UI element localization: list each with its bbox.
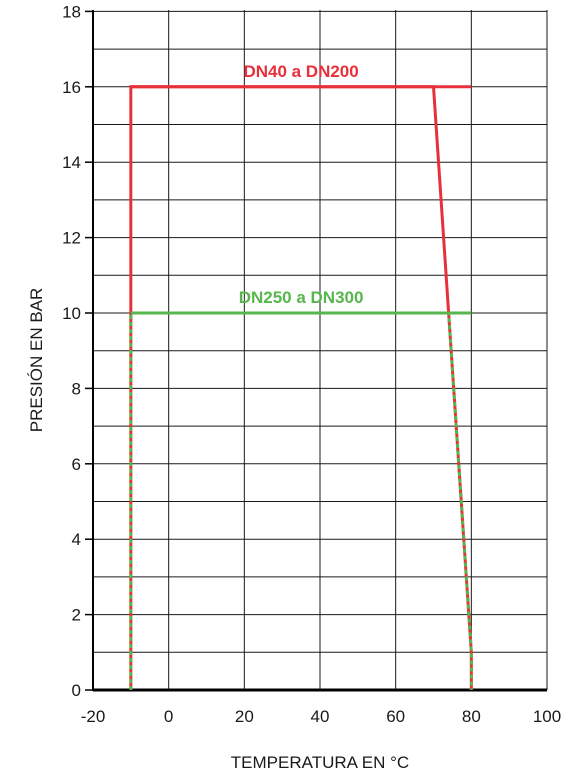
y-tick-label: 8 <box>72 379 81 398</box>
y-tick-label: 2 <box>72 606 81 625</box>
y-tick-label: 6 <box>72 455 81 474</box>
y-tick-label: 18 <box>62 2 81 21</box>
y-tick-label: 14 <box>62 153 81 172</box>
x-tick-label: 0 <box>164 707 173 726</box>
x-tick-label: 80 <box>462 707 481 726</box>
x-tick-label: 40 <box>311 707 330 726</box>
series-lines <box>129 85 473 690</box>
y-tick-label: 0 <box>72 681 81 700</box>
x-tick-label: 100 <box>533 707 561 726</box>
x-tick-label: 60 <box>386 707 405 726</box>
grid <box>93 10 548 690</box>
y-axis-title: PRESIÓN EN BAR <box>27 288 46 433</box>
x-tick-label: -20 <box>81 707 106 726</box>
series-label-dn40-dn200: DN40 a DN200 <box>243 62 358 81</box>
y-tick-label: 10 <box>62 304 81 323</box>
series-dn250-dn300-line <box>129 311 473 690</box>
x-tick-label: 20 <box>235 707 254 726</box>
series-label-dn250-dn300: DN250 a DN300 <box>239 288 364 307</box>
y-tick-label: 16 <box>62 78 81 97</box>
series-dn40-dn200-line <box>129 85 473 690</box>
y-tick-label: 12 <box>62 229 81 248</box>
y-tick-label: 4 <box>72 530 81 549</box>
x-axis-title: TEMPERATURA EN °C <box>231 753 409 772</box>
